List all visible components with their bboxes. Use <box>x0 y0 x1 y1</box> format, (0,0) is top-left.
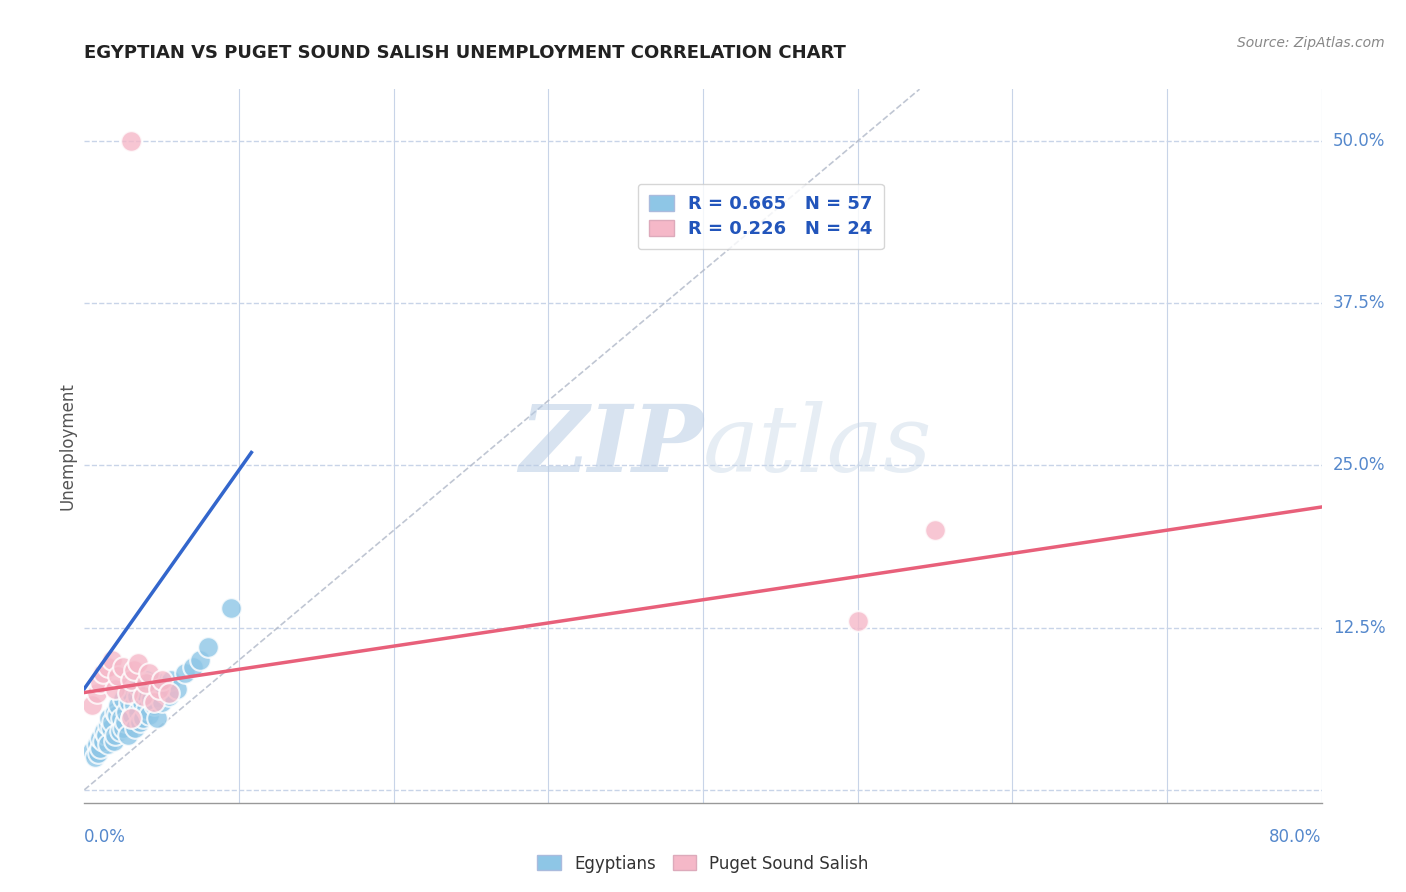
Point <box>104 705 127 719</box>
Text: 0.0%: 0.0% <box>84 828 127 846</box>
Point <box>143 695 166 709</box>
Point <box>160 673 183 687</box>
Point <box>104 681 127 696</box>
Point <box>146 711 169 725</box>
Point <box>115 705 138 719</box>
Point <box>87 747 110 761</box>
Legend: R = 0.665   N = 57, R = 0.226   N = 24: R = 0.665 N = 57, R = 0.226 N = 24 <box>638 184 883 249</box>
Point <box>84 750 107 764</box>
Point <box>91 666 114 681</box>
Point <box>94 728 117 742</box>
Point <box>143 698 166 713</box>
Point <box>108 724 131 739</box>
Point <box>105 707 128 722</box>
Point <box>159 690 180 704</box>
Point <box>166 681 188 696</box>
Point <box>924 524 946 538</box>
Legend: Egyptians, Puget Sound Salish: Egyptians, Puget Sound Salish <box>531 848 875 880</box>
Point <box>118 695 141 709</box>
Point <box>107 668 129 682</box>
Point <box>138 666 160 681</box>
Text: ZIP: ZIP <box>519 401 703 491</box>
Point <box>122 698 145 713</box>
Point <box>197 640 219 654</box>
Point <box>82 744 104 758</box>
Point <box>219 601 242 615</box>
Point <box>125 690 148 704</box>
Point <box>120 673 142 687</box>
Point <box>120 711 142 725</box>
Point <box>846 614 869 628</box>
Point <box>103 733 125 747</box>
Point <box>131 695 153 709</box>
Point <box>132 690 155 704</box>
Point <box>86 738 108 752</box>
Point <box>98 711 121 725</box>
Point <box>159 685 180 699</box>
Text: 50.0%: 50.0% <box>1333 132 1385 150</box>
Point <box>96 738 118 752</box>
Point <box>174 666 197 681</box>
Point <box>101 653 124 667</box>
Text: Source: ZipAtlas.com: Source: ZipAtlas.com <box>1237 36 1385 50</box>
Point <box>145 681 167 696</box>
Text: 80.0%: 80.0% <box>1270 828 1322 846</box>
Point <box>150 673 173 687</box>
Point <box>117 685 139 699</box>
Point <box>148 676 170 690</box>
Point <box>139 692 162 706</box>
Point <box>135 702 157 716</box>
Point <box>124 721 146 735</box>
Point <box>134 685 156 699</box>
Point <box>120 134 142 148</box>
Point <box>110 711 132 725</box>
Point <box>96 718 118 732</box>
Point <box>127 679 149 693</box>
Text: 25.0%: 25.0% <box>1333 457 1385 475</box>
Point <box>89 731 111 745</box>
Point <box>138 707 160 722</box>
Point <box>150 695 173 709</box>
Point <box>135 673 157 687</box>
Point <box>121 707 143 722</box>
Text: atlas: atlas <box>703 401 932 491</box>
Point <box>82 698 104 713</box>
Point <box>148 681 170 696</box>
Point <box>181 659 204 673</box>
Point <box>112 721 135 735</box>
Point <box>89 741 111 756</box>
Point <box>153 685 176 699</box>
Point <box>132 711 155 725</box>
Point <box>112 659 135 673</box>
Point <box>120 711 142 725</box>
Point <box>188 653 211 667</box>
Point <box>104 728 127 742</box>
Point <box>120 685 142 699</box>
Point <box>114 715 136 730</box>
Point <box>93 724 115 739</box>
Text: 37.5%: 37.5% <box>1333 294 1385 312</box>
Point <box>89 676 111 690</box>
Point <box>107 698 129 713</box>
Point <box>129 715 152 730</box>
Point <box>96 659 118 673</box>
Text: EGYPTIAN VS PUGET SOUND SALISH UNEMPLOYMENT CORRELATION CHART: EGYPTIAN VS PUGET SOUND SALISH UNEMPLOYM… <box>84 45 846 62</box>
Y-axis label: Unemployment: Unemployment <box>58 382 76 510</box>
Point <box>127 656 149 670</box>
Point <box>100 721 122 735</box>
Point <box>91 733 114 747</box>
Point <box>127 705 149 719</box>
Point <box>117 728 139 742</box>
Text: 12.5%: 12.5% <box>1333 619 1385 637</box>
Point <box>112 692 135 706</box>
Point <box>86 685 108 699</box>
Point <box>122 664 145 678</box>
Point <box>101 715 124 730</box>
Point <box>135 676 157 690</box>
